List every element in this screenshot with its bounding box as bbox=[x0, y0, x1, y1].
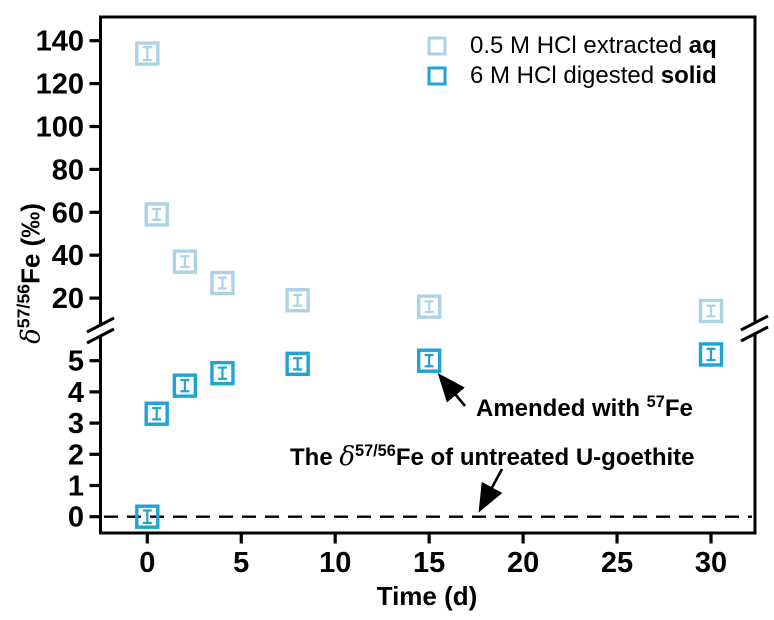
data-point-solid bbox=[210, 360, 235, 386]
y-tick-label-upper: 100 bbox=[36, 112, 84, 144]
annotation-amended-superscript: 57 bbox=[646, 393, 665, 412]
x-axis-label: Time (d) bbox=[376, 581, 478, 611]
axis-break-marks bbox=[86, 314, 769, 345]
data-point-aq bbox=[135, 41, 160, 66]
plot-spines bbox=[99, 15, 757, 535]
legend-entry-aq: 0.5 M HCl extracted aq bbox=[470, 32, 717, 60]
data-point-aq bbox=[172, 249, 198, 274]
annotation-arrow-1 bbox=[478, 468, 504, 513]
data-point-solid bbox=[416, 348, 442, 373]
annotation-untreated-superscript: 57/56 bbox=[355, 442, 396, 461]
x-tick-label: 30 bbox=[695, 547, 727, 579]
legend-marker-solid bbox=[427, 66, 447, 86]
data-point-solid bbox=[285, 351, 310, 377]
data-point-solid bbox=[698, 342, 724, 367]
y-tick-label-upper: 140 bbox=[36, 26, 84, 58]
y-label-units: (‰) bbox=[15, 203, 46, 254]
x-tick-label: 15 bbox=[413, 547, 445, 579]
annotation-amended-text: Amended with bbox=[476, 395, 647, 422]
annotation-untreated-suffix: Fe of untreated U-goethite bbox=[395, 444, 695, 471]
data-point-aq bbox=[416, 294, 442, 319]
legend-marker-aq bbox=[427, 36, 447, 56]
annotation-arrow-0 bbox=[437, 372, 467, 407]
y-tick-label-lower: 1 bbox=[68, 471, 84, 503]
y-tick-label-upper: 60 bbox=[52, 197, 84, 229]
annotation-untreated-prefix: The bbox=[290, 444, 340, 471]
data-point-aq bbox=[698, 298, 724, 324]
legend-label-aq: 0.5 M HCl extracted bbox=[470, 32, 689, 59]
y-tick-label-upper: 20 bbox=[52, 283, 84, 315]
legend-label-solid-bold: solid bbox=[660, 62, 717, 89]
y-tick-label-lower: 3 bbox=[68, 408, 84, 440]
y-tick-label-lower: 0 bbox=[68, 502, 84, 534]
annotation-amended: Amended with 57Fe bbox=[476, 393, 693, 423]
data-point-aq bbox=[210, 270, 235, 296]
data-point-solid bbox=[135, 504, 160, 529]
delta-symbol: δ bbox=[16, 328, 47, 344]
x-tick-label: 0 bbox=[139, 547, 155, 579]
y-label-element: Fe bbox=[15, 253, 46, 284]
y-axis-label: δ57/56Fe (‰) bbox=[13, 139, 48, 409]
x-tick-label: 20 bbox=[507, 547, 539, 579]
y-tick-label-lower: 2 bbox=[68, 439, 84, 471]
y-tick-label-lower: 4 bbox=[68, 377, 84, 409]
annotation-delta-symbol: δ bbox=[339, 442, 355, 472]
x-tick-label: 25 bbox=[601, 547, 633, 579]
legend-label-solid: 6 M HCl digested bbox=[470, 62, 661, 89]
x-tick-label: 5 bbox=[233, 547, 249, 579]
legend-entry-solid: 6 M HCl digested solid bbox=[470, 62, 717, 90]
data-point-solid bbox=[172, 373, 198, 398]
annotation-untreated: The δ57/56Fe of untreated U-goethite bbox=[290, 442, 695, 472]
y-label-superscript: 57/56 bbox=[13, 284, 34, 329]
legend-label-aq-bold: aq bbox=[688, 32, 717, 59]
x-tick-label: 10 bbox=[319, 547, 351, 579]
y-tick-label-upper: 120 bbox=[36, 69, 84, 101]
data-point-solid bbox=[144, 401, 169, 426]
y-tick-label-upper: 40 bbox=[52, 240, 84, 272]
annotation-amended-suffix: Fe bbox=[664, 395, 693, 422]
data-point-aq bbox=[285, 288, 310, 313]
data-point-aq bbox=[144, 202, 169, 227]
y-tick-label-lower: 5 bbox=[68, 346, 84, 378]
y-tick-label-upper: 80 bbox=[52, 154, 84, 186]
